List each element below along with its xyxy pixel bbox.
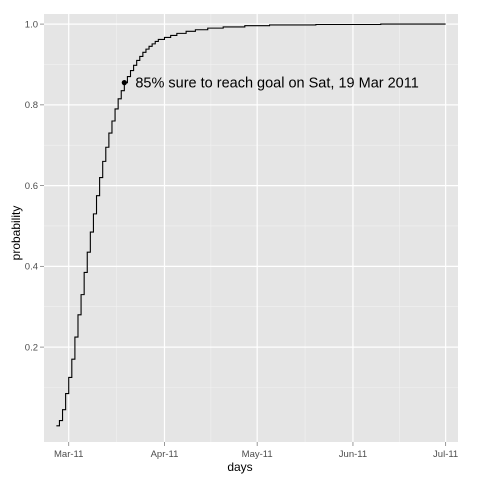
x-axis: Mar-11 Apr-11 May-11 Jun-11 Jul-11 [54,442,458,460]
y-axis-title: probability [9,206,23,261]
x-tick-label: Apr-11 [151,449,179,460]
y-axis: 0.2 0.4 0.6 0.8 1.0 [25,19,44,353]
y-tick-label: 0.8 [25,100,38,111]
y-tick-label: 0.6 [25,181,38,192]
x-tick-label: Jun-11 [339,449,367,460]
x-tick-label: Jul-11 [433,449,458,460]
x-axis-title: days [227,460,252,474]
plot-panel [44,14,458,442]
annotation-label: 85% sure to reach goal on Sat, 19 Mar 20… [135,76,418,92]
minor-gridlines [44,14,458,442]
annotation-point [121,80,127,86]
y-tick-label: 0.2 [25,342,38,353]
annotation-layer: 85% sure to reach goal on Sat, 19 Mar 20… [121,76,419,92]
x-tick-label: May-11 [242,449,273,460]
y-tick-label: 1.0 [25,19,38,30]
y-tick-label: 0.4 [25,262,38,273]
major-gridlines [44,14,458,442]
x-tick-label: Mar-11 [54,449,83,460]
